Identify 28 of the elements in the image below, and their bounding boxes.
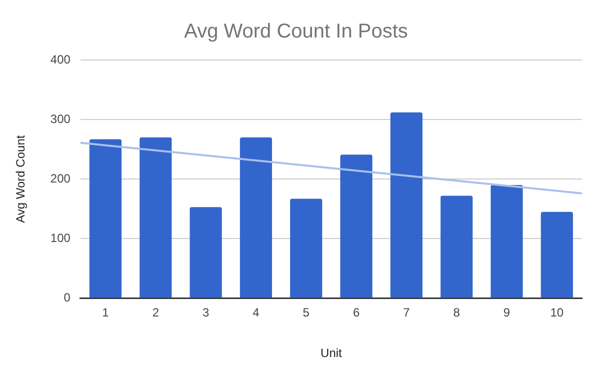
bar bbox=[490, 185, 523, 298]
bar bbox=[240, 137, 272, 298]
y-tick-label: 200 bbox=[50, 171, 71, 186]
bar bbox=[190, 207, 222, 298]
x-tick-label: 9 bbox=[503, 306, 510, 320]
x-tick-label: 8 bbox=[453, 306, 460, 320]
y-tick-label: 100 bbox=[50, 230, 71, 245]
y-tick-label: 0 bbox=[64, 290, 71, 305]
x-tick-label: 6 bbox=[352, 306, 360, 320]
x-tick-label: 10 bbox=[550, 306, 564, 320]
y-tick-label: 300 bbox=[50, 112, 71, 126]
bar bbox=[140, 137, 172, 298]
bar bbox=[390, 112, 422, 298]
bar bbox=[340, 154, 372, 298]
y-tick-label: 400 bbox=[50, 52, 71, 66]
x-tick-label: 5 bbox=[302, 306, 310, 320]
y-axis-title: Avg Word Count bbox=[14, 134, 28, 223]
x-tick-label: 2 bbox=[152, 306, 160, 320]
x-tick-label: 3 bbox=[202, 306, 210, 320]
x-axis-title: Unit bbox=[320, 346, 343, 360]
bar bbox=[89, 139, 122, 298]
bar bbox=[440, 196, 473, 298]
bar bbox=[540, 212, 573, 298]
x-tick-label: 4 bbox=[252, 306, 260, 320]
x-tick-label: 7 bbox=[403, 306, 410, 320]
chart-title: Avg Word Count In Posts bbox=[184, 20, 408, 43]
x-tick-label: 1 bbox=[102, 306, 110, 320]
bar bbox=[290, 198, 322, 298]
